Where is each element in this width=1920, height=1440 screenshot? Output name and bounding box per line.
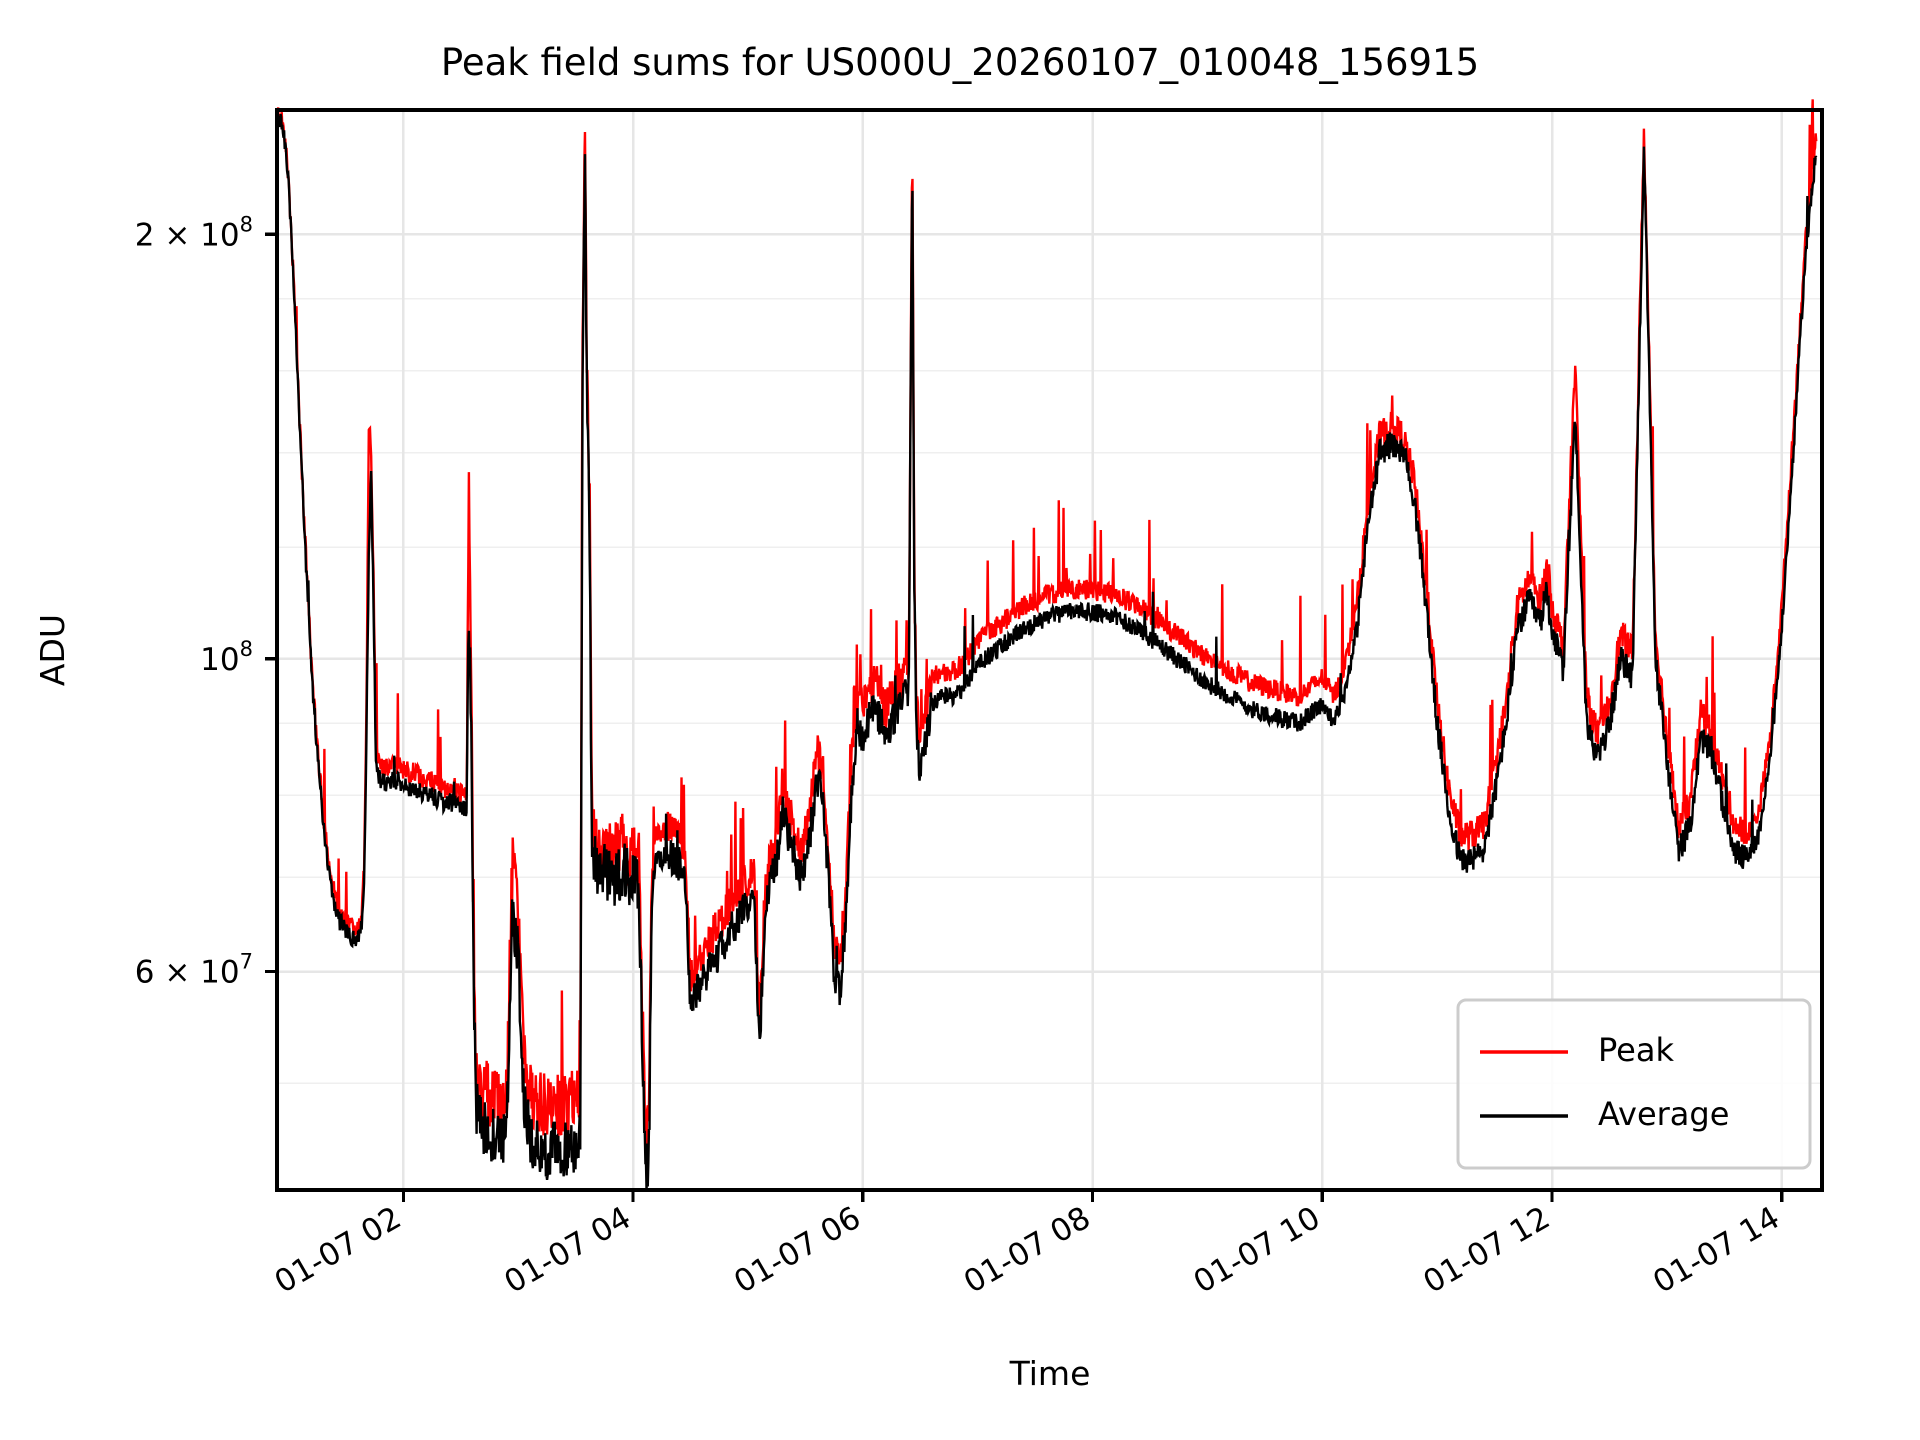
axis-spines xyxy=(275,108,1824,1192)
axes-frame xyxy=(275,108,1824,1192)
legend-label-average[interactable]: Average xyxy=(1598,1095,1729,1133)
y-axis-label: ADU xyxy=(33,614,72,686)
y-tick-label: 108 xyxy=(200,637,253,678)
y-tick-label: 6 × 107 xyxy=(135,950,253,991)
data-series-group xyxy=(275,99,1818,1192)
y-tick-label: 2 × 108 xyxy=(135,212,253,253)
series-line-average xyxy=(275,113,1818,1192)
chart-title: Peak field sums for US000U_20260107_0100… xyxy=(441,41,1479,84)
tick-marks xyxy=(265,232,1784,1202)
y-tick-labels: 2 × 108 108 6 × 107 xyxy=(135,212,253,990)
series-line-peak xyxy=(275,99,1818,1152)
chart-legend[interactable]: Peak Average xyxy=(1456,998,1812,1170)
x-axis-label: Time xyxy=(1009,1354,1091,1393)
legend-background xyxy=(1456,998,1812,1170)
legend-label-peak[interactable]: Peak xyxy=(1598,1031,1674,1069)
